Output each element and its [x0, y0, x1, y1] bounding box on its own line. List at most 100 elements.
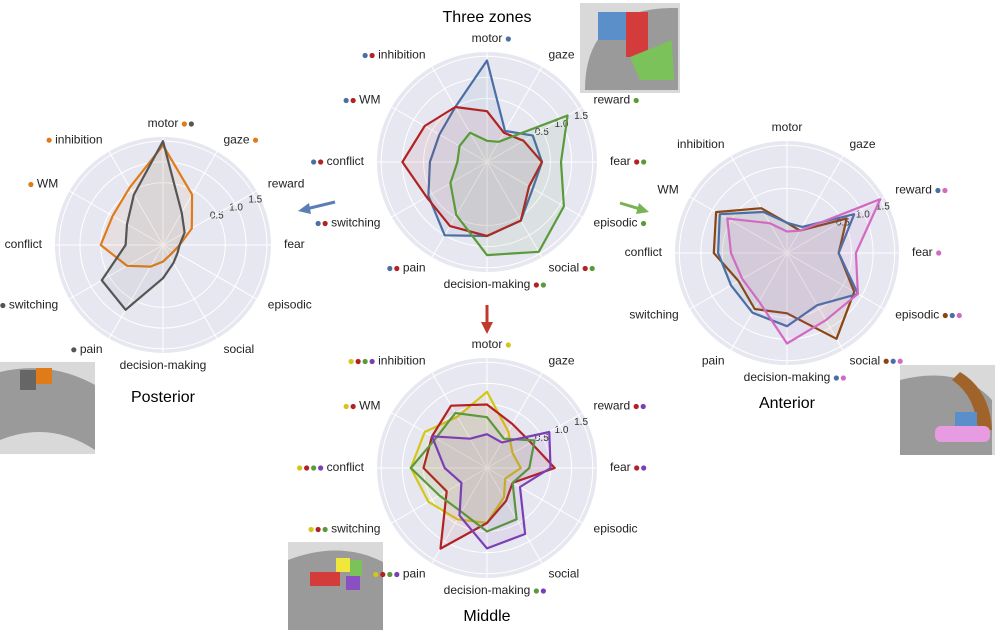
- significance-dot: [956, 312, 962, 319]
- significance-dot: [350, 403, 356, 410]
- category-label: motor: [148, 116, 179, 130]
- significance-dot: [315, 526, 321, 533]
- significance-dot: [640, 220, 647, 227]
- spoke: [486, 161, 583, 218]
- significance-dot: [641, 465, 647, 471]
- r-tick-label: 1.0: [555, 425, 569, 436]
- spoke: [786, 155, 844, 254]
- significance-dot: [308, 526, 314, 533]
- significance-dot: [318, 159, 324, 165]
- radar-chart: 0.5 1.0 1.5 motor gaze reward fear episodic soci…: [311, 9, 647, 291]
- category-label: motor: [472, 337, 503, 351]
- category-label: pain: [403, 261, 426, 275]
- spoke: [689, 196, 788, 254]
- significance-dot: [322, 526, 328, 533]
- spoke: [786, 196, 885, 254]
- region: [310, 572, 340, 586]
- region: [955, 412, 977, 426]
- series-polygon: [449, 114, 569, 257]
- category-label: gaze: [549, 354, 575, 368]
- significance-dot: [589, 265, 595, 272]
- region: [935, 426, 990, 442]
- radar-chart: 0.5 1.0 1.5 motor gaze reward fear episodic soci…: [297, 337, 647, 625]
- category-label: conflict: [327, 460, 365, 474]
- r-tick-label: 1.0: [555, 119, 569, 130]
- category-label: inhibition: [378, 48, 425, 62]
- significance-dot: [582, 265, 588, 272]
- category-label: episodic: [895, 308, 939, 322]
- category-label: WM: [657, 183, 678, 197]
- r-tick-label: 0.5: [535, 127, 549, 138]
- arrow-head: [636, 203, 649, 214]
- brain-tissue: [288, 550, 383, 630]
- significance-dot: [394, 571, 400, 578]
- significance-dot: [311, 159, 317, 165]
- significance-dot: [942, 187, 948, 194]
- spoke: [431, 66, 488, 163]
- chart-title: Posterior: [131, 389, 196, 406]
- significance-dot: [311, 465, 317, 471]
- significance-dot: [883, 358, 889, 364]
- category-label: switching: [9, 298, 58, 312]
- significance-dot: [505, 36, 511, 42]
- significance-dot: [935, 187, 941, 194]
- spoke: [486, 467, 583, 524]
- significance-dot: [350, 97, 356, 104]
- spoke: [162, 190, 257, 246]
- radar-chart: 0.5 1.0 1.5 motor gaze reward fear episodic soci…: [625, 120, 962, 412]
- category-label: conflict: [327, 154, 365, 168]
- spoke: [486, 161, 543, 258]
- brain-anterior: [900, 365, 995, 455]
- region: [350, 560, 362, 576]
- r-tick-label: 0.5: [535, 433, 549, 444]
- region: [626, 12, 648, 57]
- r-tick-label: 1.5: [574, 111, 588, 122]
- category-label: WM: [359, 399, 380, 413]
- significance-dot: [181, 121, 187, 127]
- spoke: [486, 467, 543, 564]
- category-label: fear: [912, 245, 933, 259]
- series-polygon: [726, 198, 882, 345]
- category-label: pain: [702, 353, 725, 367]
- significance-dot: [897, 358, 903, 364]
- spoke: [69, 244, 164, 300]
- spoke: [69, 190, 164, 246]
- arrows: [298, 200, 649, 334]
- spoke: [431, 161, 488, 258]
- category-label: switching: [629, 308, 678, 322]
- category-label: decision-making: [744, 370, 831, 384]
- arrow-head: [298, 203, 311, 214]
- series-polygon: [100, 140, 186, 311]
- significance-dot: [369, 358, 375, 365]
- significance-dot: [28, 181, 34, 188]
- significance-dot: [343, 403, 349, 410]
- r-tick-label: 1.0: [856, 209, 870, 220]
- significance-dot: [387, 571, 393, 578]
- brain-posterior: [0, 362, 95, 454]
- category-label: switching: [331, 216, 380, 230]
- series-polygon: [717, 210, 859, 328]
- significance-dot: [46, 137, 52, 143]
- category-label: episodic: [594, 522, 638, 536]
- significance-dot: [949, 312, 955, 319]
- category-label: switching: [331, 522, 380, 536]
- arrow-head: [481, 322, 493, 334]
- spoke: [391, 412, 488, 469]
- significance-dot: [315, 220, 321, 227]
- category-label: reward: [895, 183, 932, 197]
- significance-dot: [343, 97, 349, 104]
- category-label: gaze: [549, 48, 575, 62]
- r-tick-label: 1.0: [229, 203, 243, 214]
- r-tick-label: 1.5: [876, 201, 890, 212]
- category-label: WM: [359, 93, 380, 107]
- significance-dot: [505, 342, 511, 348]
- category-label: social: [549, 261, 580, 275]
- significance-dot: [188, 121, 194, 127]
- region: [598, 12, 626, 40]
- spoke: [786, 252, 885, 310]
- category-label: pain: [403, 567, 426, 581]
- significance-dot: [533, 282, 539, 288]
- chart-title: Middle: [463, 608, 510, 625]
- radar-chart: 0.5 1.0 1.5 motor gaze reward fear episodic soci…: [0, 116, 312, 406]
